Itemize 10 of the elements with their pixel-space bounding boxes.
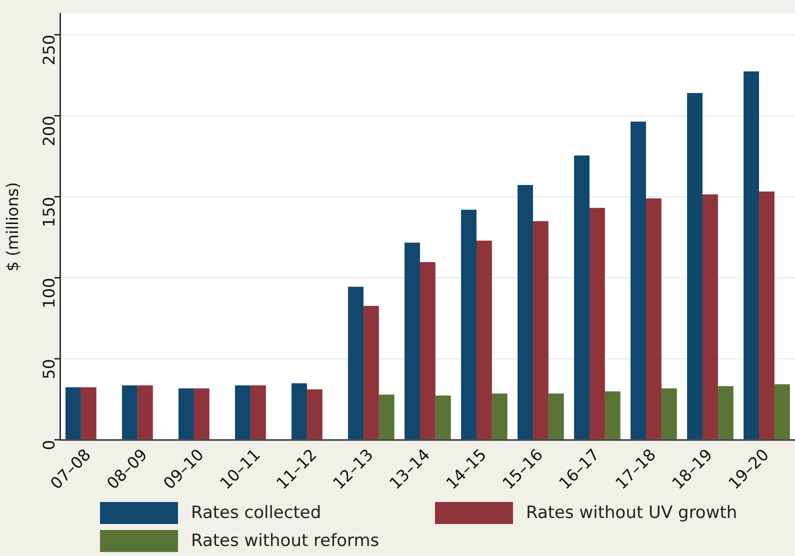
y-tick-label: 200 bbox=[40, 116, 59, 146]
y-tick-label: 100 bbox=[40, 278, 59, 308]
y-tick-label: 50 bbox=[40, 358, 59, 380]
legend-label: Rates collected bbox=[191, 503, 322, 523]
y-tick-label: 0 bbox=[40, 440, 59, 450]
y-tick-label: 150 bbox=[40, 196, 59, 228]
legend-label: Rates without UV growth bbox=[526, 503, 738, 523]
legend-label: Rates without reforms bbox=[191, 531, 380, 551]
y-axis-title: $ (millions) bbox=[2, 182, 22, 272]
y-tick-label: 250 bbox=[40, 34, 59, 66]
